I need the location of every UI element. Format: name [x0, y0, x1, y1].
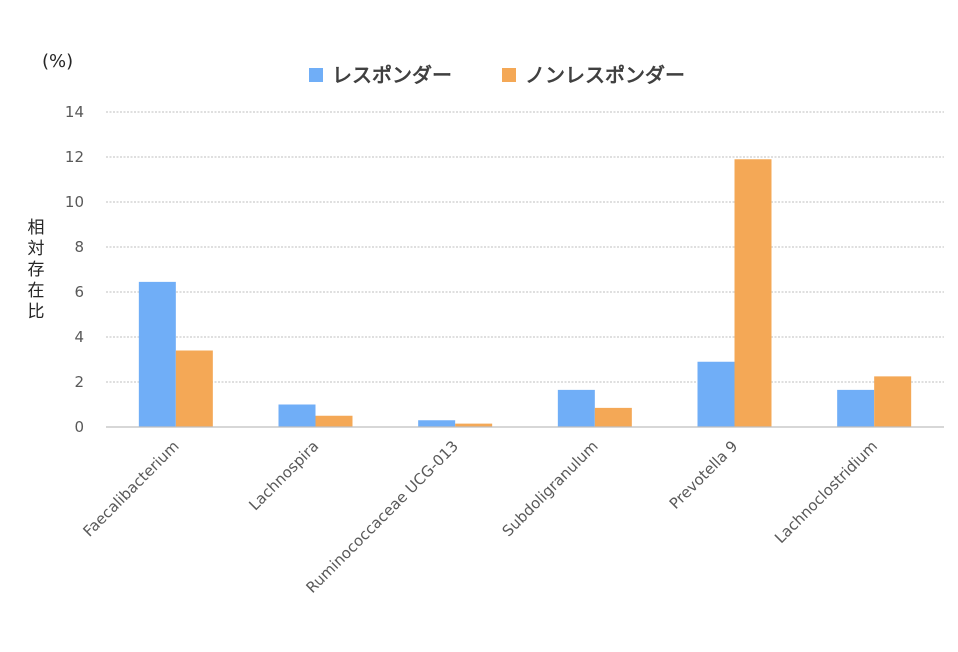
bar-responder-3: [418, 420, 456, 427]
y-tick-label: 10: [65, 193, 84, 211]
x-category-label: Lachnospira: [245, 437, 322, 514]
bar-non-responder-3: [455, 423, 493, 427]
legend-entry-label: レスポンダー: [332, 63, 452, 87]
bar-non-responder-4: [594, 407, 632, 427]
y-tick-label: 6: [74, 283, 84, 301]
bar-responder-2: [278, 404, 316, 427]
y-unit-label: (%): [42, 51, 73, 72]
x-category-label: Ruminococcaceae UCG-013: [302, 437, 462, 597]
bar-non-responder-5: [734, 159, 772, 427]
bar-non-responder-1: [175, 350, 213, 427]
y-axis-label-char: 比: [28, 302, 45, 322]
bar-responder-4: [557, 389, 595, 427]
y-tick-label: 12: [65, 148, 84, 166]
x-category-label: Prevotella 9: [666, 437, 742, 513]
x-category-label: Faecalibacterium: [79, 437, 182, 540]
y-tick-label: 8: [74, 238, 84, 256]
y-tick-label: 14: [65, 103, 84, 121]
legend-entry-label: ノンレスポンダー: [525, 63, 685, 87]
y-tick-label: 2: [74, 373, 84, 391]
y-axis-label-char: 相: [28, 218, 45, 238]
y-axis-label-char: 存: [28, 260, 45, 280]
y-axis-label-char: 在: [28, 281, 45, 301]
bar-responder-5: [697, 361, 735, 427]
bars: [138, 159, 912, 427]
y-tick-label: 4: [74, 328, 84, 346]
legend-swatch: [502, 68, 516, 82]
y-axis-label-char: 対: [28, 239, 45, 259]
gridlines: [106, 111, 944, 383]
bar-non-responder-6: [874, 376, 912, 427]
axes: 0 2 4 6 8 10 12 14 Faecalibacterium LachnospiraRu…: [65, 103, 944, 597]
bar-non-responder-2: [315, 415, 353, 427]
legend-swatch: [309, 68, 323, 82]
x-category-label: Subdoligranulum: [499, 437, 602, 540]
bar-responder-6: [837, 389, 875, 427]
x-category-label: Lachnoclostridium: [771, 437, 881, 547]
legend: レスポンダー ノンレスポンダー: [309, 63, 685, 87]
y-tick-label: 0: [74, 418, 84, 436]
bar-responder-1: [138, 281, 176, 427]
